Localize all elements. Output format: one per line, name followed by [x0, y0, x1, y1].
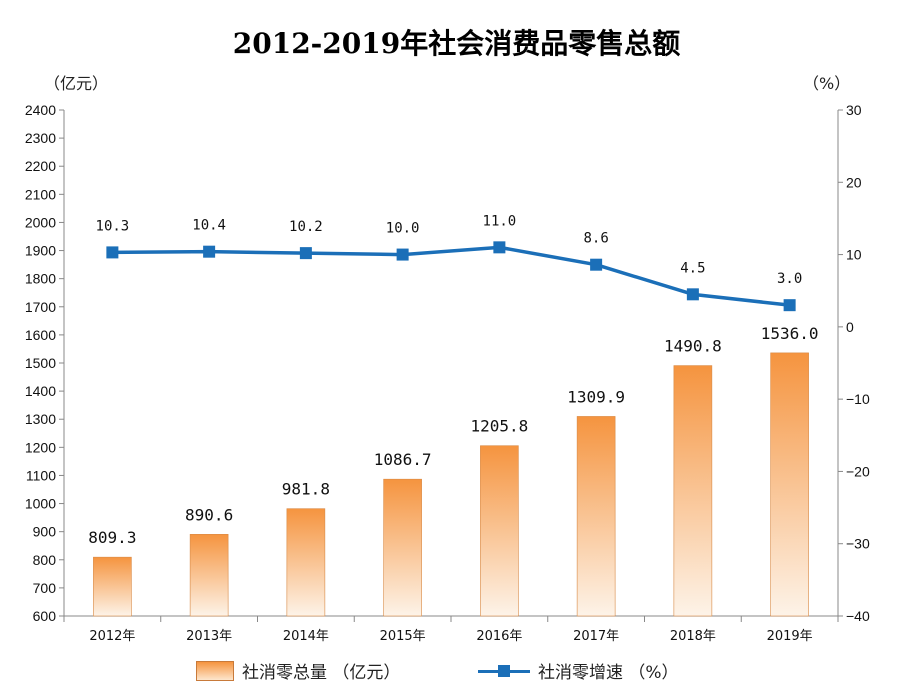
right-tick-label: −10 — [846, 391, 870, 407]
legend-bar-label: 社消零总量 （亿元） — [242, 663, 401, 683]
x-tick-label: 2016年 — [476, 629, 522, 644]
x-tick-label: 2012年 — [89, 629, 135, 644]
bar — [286, 508, 326, 617]
bar-data-label: 981.8 — [282, 480, 330, 499]
x-tick-label: 2018年 — [670, 629, 716, 644]
legend-line-swatch — [478, 662, 530, 680]
legend: 社消零总量 （亿元） 社消零增速 （%） — [0, 656, 913, 686]
line-point — [203, 245, 216, 258]
line-point — [396, 248, 409, 261]
bar — [93, 556, 132, 617]
legend-item-line[interactable]: 社消零增速 （%） — [478, 658, 679, 683]
bar-data-label: 1490.8 — [664, 337, 722, 356]
growth-line — [112, 245, 790, 307]
left-tick-label: 2400 — [25, 102, 56, 118]
line-data-label: 3.0 — [777, 271, 802, 287]
right-tick-label: 20 — [846, 174, 862, 190]
right-tick-label: 0 — [846, 319, 854, 335]
left-tick-label: 1000 — [25, 496, 56, 512]
legend-line-label: 社消零增速 （%） — [538, 663, 679, 683]
right-tick-label: −40 — [846, 608, 870, 624]
left-axis-unit: （亿元） — [44, 74, 109, 93]
left-tick-label: 1300 — [25, 411, 56, 427]
right-tick-label: 30 — [846, 102, 862, 118]
left-tick-label: 1900 — [25, 243, 56, 259]
right-tick-label: −20 — [846, 463, 870, 479]
left-tick-label: 1200 — [25, 439, 56, 455]
left-tick-label: 900 — [33, 524, 57, 540]
line-data-label: 10.2 — [289, 219, 323, 235]
x-tick-label: 2014年 — [283, 629, 329, 644]
bar-data-label: 890.6 — [185, 505, 233, 524]
line-point — [299, 247, 312, 260]
left-tick-label: 2000 — [25, 214, 56, 230]
chart-title: 2012-2019年社会消费品零售总额 — [232, 27, 681, 60]
line-point — [686, 288, 699, 301]
x-tick-label: 2017年 — [573, 629, 619, 644]
line-point — [106, 246, 119, 259]
left-tick-label: 1400 — [25, 383, 56, 399]
left-tick-label: 2200 — [25, 158, 56, 174]
right-tick-label: −30 — [846, 536, 870, 552]
bar-data-label: 1086.7 — [374, 450, 432, 469]
line-data-label: 10.4 — [192, 218, 226, 234]
x-tick-label: 2015年 — [380, 629, 426, 644]
x-tick-label: 2013年 — [186, 629, 232, 644]
bar-data-label: 1205.8 — [470, 417, 528, 436]
line-data-label: 4.5 — [680, 260, 705, 276]
x-tick-label: 2019年 — [767, 629, 813, 644]
line-point — [493, 241, 506, 254]
line-data-label: 8.6 — [583, 231, 608, 247]
legend-item-bar[interactable]: 社消零总量 （亿元） — [196, 658, 400, 683]
bar-data-label: 1536.0 — [761, 324, 819, 343]
bar — [576, 416, 616, 617]
left-tick-label: 1800 — [25, 271, 56, 287]
left-tick-label: 1100 — [26, 467, 56, 483]
left-tick-label: 1600 — [25, 327, 56, 343]
bar-data-label: 809.3 — [88, 528, 136, 547]
left-tick-label: 1700 — [25, 299, 56, 315]
left-tick-label: 700 — [33, 580, 57, 596]
bar — [480, 445, 519, 617]
line-data-label: 10.3 — [96, 218, 130, 234]
bar — [770, 352, 809, 617]
left-tick-label: 600 — [33, 608, 57, 624]
bar — [673, 365, 713, 617]
bar — [383, 478, 422, 617]
right-tick-label: 10 — [846, 247, 862, 263]
left-tick-label: 800 — [33, 552, 57, 568]
right-axis-unit: （%） — [803, 74, 851, 93]
line-data-label: 11.0 — [483, 213, 517, 229]
legend-bar-swatch — [196, 660, 234, 681]
bar-data-label: 1309.9 — [567, 387, 625, 406]
line-point — [783, 299, 796, 312]
bar — [189, 534, 229, 617]
left-tick-label: 1500 — [25, 355, 56, 371]
line-point — [590, 258, 603, 271]
line-data-label: 10.0 — [386, 221, 420, 237]
left-tick-label: 2300 — [25, 130, 56, 146]
left-tick-label: 2100 — [25, 186, 56, 202]
